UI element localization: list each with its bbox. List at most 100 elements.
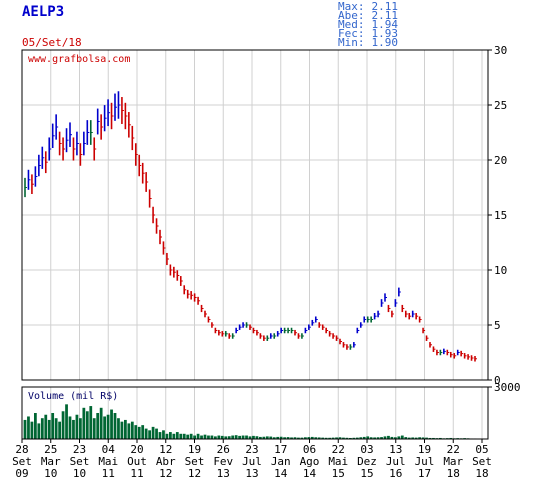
x-tick-label-day: 23 xyxy=(73,443,86,456)
volume-bar xyxy=(345,437,349,439)
volume-bar xyxy=(376,437,380,439)
volume-bar xyxy=(37,423,41,439)
x-tick-label-year: 18 xyxy=(475,467,488,480)
volume-bar xyxy=(137,426,141,439)
price-axis: 0 5 10 15 20 25 30 xyxy=(488,44,507,387)
volume-bar xyxy=(234,435,238,439)
x-tick-label-year: 12 xyxy=(188,467,201,480)
x-tick-label-year: 13 xyxy=(217,467,230,480)
x-tick-label-day: 20 xyxy=(130,443,143,456)
volume-bar xyxy=(82,407,86,439)
volume-bar xyxy=(404,437,408,439)
volume-bar xyxy=(75,414,79,439)
volume-bar xyxy=(227,436,231,439)
volume-bar xyxy=(127,423,131,439)
x-tick-label-year: 09 xyxy=(15,467,28,480)
volume-bar xyxy=(369,437,373,439)
volume-bar xyxy=(44,414,48,439)
volume-bar xyxy=(224,436,228,439)
volume-bar xyxy=(380,437,383,439)
x-tick-label-day: 28 xyxy=(15,443,28,456)
x-tick-label-year: 14 xyxy=(303,467,317,480)
volume-bar xyxy=(23,419,27,439)
volume-bar xyxy=(366,436,370,439)
volume-bar xyxy=(172,433,176,439)
volume-bar xyxy=(40,418,44,439)
volume-bars xyxy=(23,404,477,439)
price-tick-label: 10 xyxy=(494,264,507,277)
volume-bar xyxy=(290,437,293,439)
volume-bar xyxy=(47,419,51,439)
x-tick-label-year: 12 xyxy=(159,467,172,480)
x-tick-label-year: 11 xyxy=(102,467,115,480)
chart-date: 05/Set/18 xyxy=(22,36,82,49)
stat-close-value: 1.93 xyxy=(372,27,399,40)
volume-bar xyxy=(248,436,252,439)
x-tick-label-month: Fev xyxy=(213,455,233,468)
stat-open-value: 2.11 xyxy=(372,9,399,22)
x-tick-label-month: Set xyxy=(472,455,492,468)
x-tick-label-day: 26 xyxy=(217,443,230,456)
x-tick-label-year: 18 xyxy=(447,467,460,480)
volume-bar xyxy=(130,421,134,439)
volume-bar xyxy=(259,436,262,439)
volume-bar xyxy=(231,435,235,439)
volume-bar xyxy=(65,404,68,439)
volume-bar xyxy=(203,434,207,439)
x-tick-label-month: Jul xyxy=(242,455,262,468)
x-tick-label-day: 22 xyxy=(332,443,345,456)
volume-bar xyxy=(96,413,100,439)
x-tick-label-month: Set xyxy=(185,455,205,468)
volume-bar xyxy=(252,435,255,439)
stat-max-label: Max: xyxy=(338,0,365,13)
stat-min-label: Min: xyxy=(338,36,365,49)
volume-bar xyxy=(394,437,397,439)
volume-bar xyxy=(373,437,376,439)
x-tick-label-day: 04 xyxy=(102,443,116,456)
volume-bar xyxy=(310,436,314,439)
volume-bar xyxy=(352,437,356,439)
volume-bar xyxy=(110,409,113,439)
x-tick-label-day: 19 xyxy=(188,443,201,456)
volume-bar xyxy=(182,433,186,439)
x-tick-label-day: 03 xyxy=(360,443,373,456)
volume-bar xyxy=(383,436,387,439)
volume-bar xyxy=(314,437,318,439)
x-tick-label-year: 15 xyxy=(360,467,373,480)
volume-bar xyxy=(141,425,145,439)
volume-bar xyxy=(279,436,283,439)
volume-bar xyxy=(407,437,411,439)
x-tick-label-month: Mai xyxy=(328,455,348,468)
volume-bar xyxy=(300,437,304,439)
volume-label: Volume (mil R$) xyxy=(28,391,118,402)
volume-bar xyxy=(241,435,245,439)
volume-bar xyxy=(68,416,72,439)
x-tick-label-day: 23 xyxy=(245,443,258,456)
volume-bar xyxy=(321,437,325,439)
stat-min-value: 1.90 xyxy=(372,36,399,49)
stat-avg-value: 1.94 xyxy=(372,18,399,31)
volume-bar xyxy=(79,418,82,439)
volume-bar xyxy=(355,437,359,439)
volume-bar xyxy=(414,437,418,439)
volume-bar xyxy=(238,435,241,439)
volume-bar xyxy=(349,437,352,439)
volume-bar xyxy=(272,437,276,439)
x-tick-label-month: Jan xyxy=(271,455,291,468)
volume-bar xyxy=(120,421,124,439)
volume-bar xyxy=(92,418,96,439)
volume-bar xyxy=(304,437,307,439)
stat-close-label: Fec: xyxy=(338,27,365,40)
x-tick-label-year: 10 xyxy=(73,467,86,480)
x-tick-label-day: 19 xyxy=(418,443,431,456)
volume-bar xyxy=(89,406,93,439)
volume-bar xyxy=(106,414,110,439)
volume-bar xyxy=(134,425,138,439)
volume-bar xyxy=(432,437,435,439)
volume-bar xyxy=(113,413,117,439)
volume-bar xyxy=(217,435,221,439)
volume-bar xyxy=(411,437,415,439)
volume-bar xyxy=(331,437,335,439)
volume-bar xyxy=(390,436,394,439)
